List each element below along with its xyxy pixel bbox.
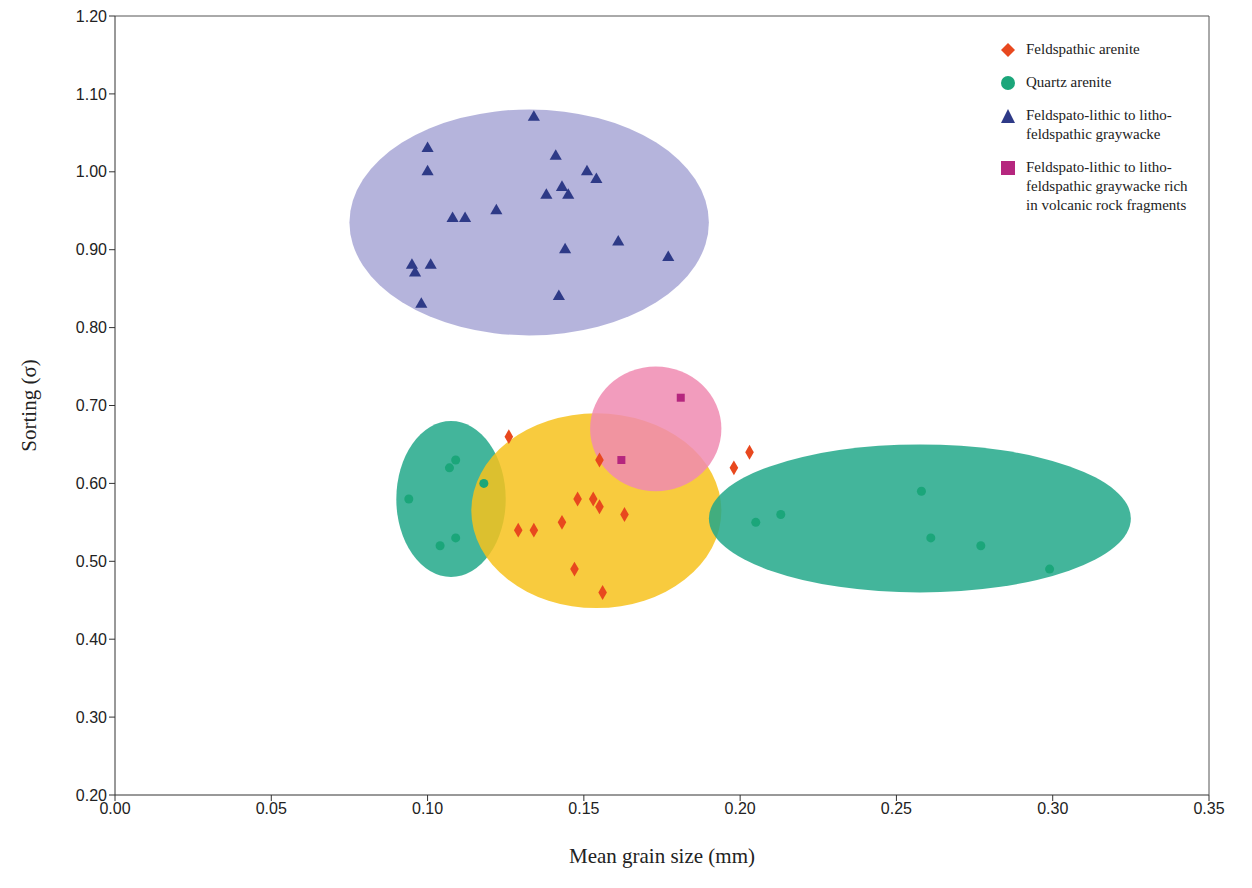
- svg-text:0.10: 0.10: [412, 800, 443, 817]
- svg-text:0.35: 0.35: [1193, 800, 1224, 817]
- svg-text:0.80: 0.80: [76, 319, 107, 336]
- svg-text:0.50: 0.50: [76, 553, 107, 570]
- html-text:Feldspato-lithic to litho-feld: Feldspato-lithic to litho-feldspathic gr…: [1026, 159, 1188, 213]
- svg-text:0.40: 0.40: [76, 631, 107, 648]
- svg-text:0.30: 0.30: [1037, 800, 1068, 817]
- svg-text:Mean grain size (mm): Mean grain size (mm): [569, 844, 755, 868]
- svg-text:0.05: 0.05: [256, 800, 287, 817]
- html-text:Feldspathic arenite: Feldspathic arenite: [1026, 41, 1140, 57]
- svg-text:0.25: 0.25: [881, 800, 912, 817]
- svg-text:0.30: 0.30: [76, 709, 107, 726]
- svg-text:0.70: 0.70: [76, 397, 107, 414]
- html-text:Feldspato-lithic to litho-feld: Feldspato-lithic to litho-feldspathic gr…: [1026, 107, 1172, 142]
- svg-text:0.15: 0.15: [568, 800, 599, 817]
- svg-text:0.00: 0.00: [99, 800, 131, 818]
- html-text:Quartz arenite: Quartz arenite: [1026, 74, 1112, 90]
- svg-text:1.10: 1.10: [76, 86, 107, 103]
- svg-text:0.90: 0.90: [76, 241, 107, 258]
- svg-text:1.00: 1.00: [76, 163, 107, 180]
- svg-text:1.20: 1.20: [76, 8, 107, 25]
- svg-text:0.20: 0.20: [725, 800, 756, 817]
- svg-text:0.60: 0.60: [76, 475, 107, 492]
- svg-text:Sorting (σ): Sorting (σ): [17, 359, 41, 451]
- svg-text:0.20: 0.20: [76, 787, 107, 804]
